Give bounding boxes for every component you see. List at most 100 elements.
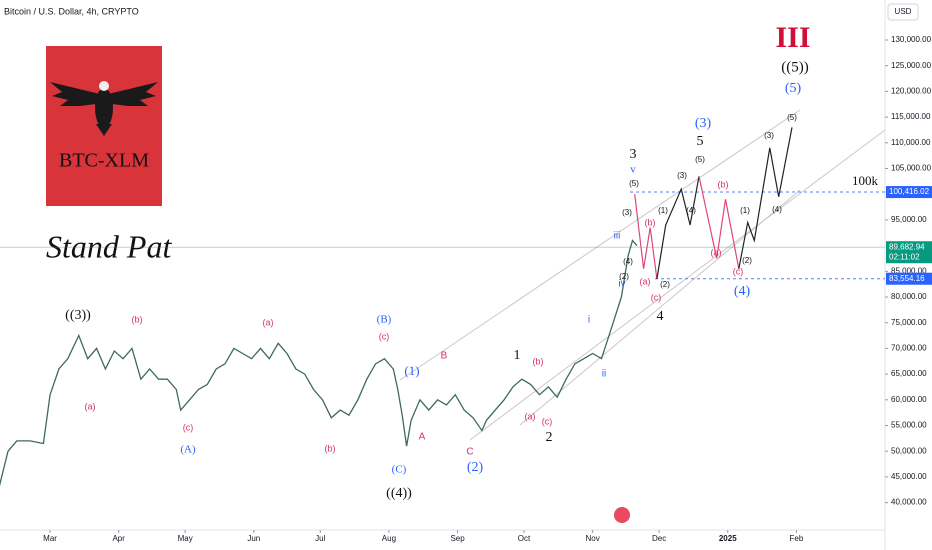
chart-title: Bitcoin / U.S. Dollar, 4h, CRYPTO <box>4 6 139 16</box>
wave-label: (1) <box>658 206 668 215</box>
wave-label: (2) <box>619 272 629 281</box>
wave-label: (b) <box>325 443 336 453</box>
wave-label: (5) <box>695 155 705 164</box>
y-tick-label: 70,000.00 <box>891 344 927 353</box>
y-tick-label: 115,000.00 <box>891 112 931 121</box>
projection-line <box>698 176 740 269</box>
y-tick-label: 80,000.00 <box>891 292 927 301</box>
wave-label: (b) <box>533 356 544 366</box>
x-tick-label: Feb <box>790 534 804 543</box>
price-tag-label: 100,416.02 <box>889 187 930 196</box>
x-tick-label: May <box>178 534 193 543</box>
x-tick-label: Dec <box>652 534 666 543</box>
wave-label: (3) <box>622 208 632 217</box>
price-tag-label: 89,682.94 <box>889 242 925 251</box>
wave-label: 5 <box>697 134 704 149</box>
wave-label: (A) <box>180 444 196 456</box>
y-tick-label: 65,000.00 <box>891 369 927 378</box>
wave-label: B <box>441 351 448 362</box>
wave-label: (a) <box>263 317 274 327</box>
price-tag <box>886 241 932 264</box>
price-tag-timer: 02:11:02 <box>889 252 920 261</box>
wave-label: (b) <box>645 217 656 227</box>
wave-label: 4 <box>657 309 664 324</box>
wave-label: (b) <box>132 314 143 324</box>
y-tick-label: 40,000.00 <box>891 498 927 507</box>
x-tick-label: Nov <box>586 534 600 543</box>
wave-label: (B) <box>377 314 392 326</box>
wave-label: (4) <box>623 257 633 266</box>
wave-label: v <box>630 164 636 176</box>
x-tick-label: Apr <box>112 534 125 543</box>
y-tick-label: 55,000.00 <box>891 421 927 430</box>
wave-label: (3) <box>695 116 712 131</box>
x-tick-label: Sep <box>450 534 465 543</box>
projection-line <box>656 176 700 280</box>
channel-line <box>469 129 886 441</box>
wave-label: (c) <box>183 422 194 432</box>
x-tick-label: Mar <box>43 534 57 543</box>
wave-label: 100k <box>852 173 879 188</box>
y-tick-label: 95,000.00 <box>891 215 927 224</box>
wave-label: (1) <box>404 363 419 378</box>
wave-label: (4) <box>772 205 782 214</box>
x-tick-label: 2025 <box>719 534 737 543</box>
price-tag-label: 83,554.16 <box>889 274 925 283</box>
x-tick-label: Oct <box>518 534 531 543</box>
channel-line <box>399 109 801 381</box>
wave-label: (c) <box>379 331 390 341</box>
channel-line <box>519 189 801 426</box>
wave-label: (a) <box>85 401 96 411</box>
wave-label: (4) <box>734 284 751 299</box>
x-tick-label: Jul <box>315 534 325 543</box>
x-tick-label: Aug <box>382 534 396 543</box>
wave-label: (5) <box>629 179 639 188</box>
wave-label: (2) <box>467 460 484 475</box>
price-tag <box>886 272 932 285</box>
wave-label: ii <box>602 369 606 380</box>
wave-label: (2) <box>742 256 752 265</box>
wave-label: (C) <box>392 464 407 476</box>
wave-label: 3 <box>630 147 637 162</box>
price-line-series <box>0 239 638 487</box>
wave-label: ((4)) <box>386 486 412 501</box>
y-tick-label: 50,000.00 <box>891 446 927 455</box>
wave-label: (5) <box>787 113 797 122</box>
currency: USD <box>895 7 912 16</box>
wave-label: 2 <box>546 430 553 445</box>
wave-label: A <box>419 432 426 443</box>
wave-label: (3) <box>764 131 774 140</box>
logo-text: BTC-XLM <box>59 150 149 172</box>
event-icon[interactable] <box>614 507 630 523</box>
wave-label: (1) <box>740 206 750 215</box>
eagle-icon <box>50 81 158 136</box>
wave-label: (c) <box>733 266 744 276</box>
caption: Stand Pat <box>46 228 172 264</box>
y-tick-label: 125,000.00 <box>891 61 932 70</box>
wave-label: III <box>775 21 810 54</box>
wave-label: (a) <box>525 411 536 421</box>
projection-line <box>634 194 658 280</box>
y-tick-label: 110,000.00 <box>891 138 931 147</box>
y-tick-label: 105,000.00 <box>891 164 932 173</box>
wave-label: iii <box>614 231 621 242</box>
wave-label: (4) <box>686 206 696 215</box>
wave-label: (c) <box>651 292 662 302</box>
wave-label: (a) <box>640 276 651 286</box>
y-tick-label: 45,000.00 <box>891 472 927 481</box>
wave-label: (a) <box>711 247 722 257</box>
wave-label: (c) <box>542 416 553 426</box>
x-tick-label: Jun <box>247 534 260 543</box>
y-tick-label: 130,000.00 <box>891 35 932 44</box>
y-tick-label: 75,000.00 <box>891 318 927 327</box>
price-tag <box>886 186 932 199</box>
wave-label: ((5)) <box>781 59 808 75</box>
currency-box[interactable] <box>887 3 919 21</box>
projection-line <box>738 127 793 269</box>
wave-label: (5) <box>785 81 802 96</box>
y-tick-label: 120,000.00 <box>891 87 932 96</box>
wave-label: iv <box>618 279 625 290</box>
wave-label: (2) <box>660 280 670 289</box>
